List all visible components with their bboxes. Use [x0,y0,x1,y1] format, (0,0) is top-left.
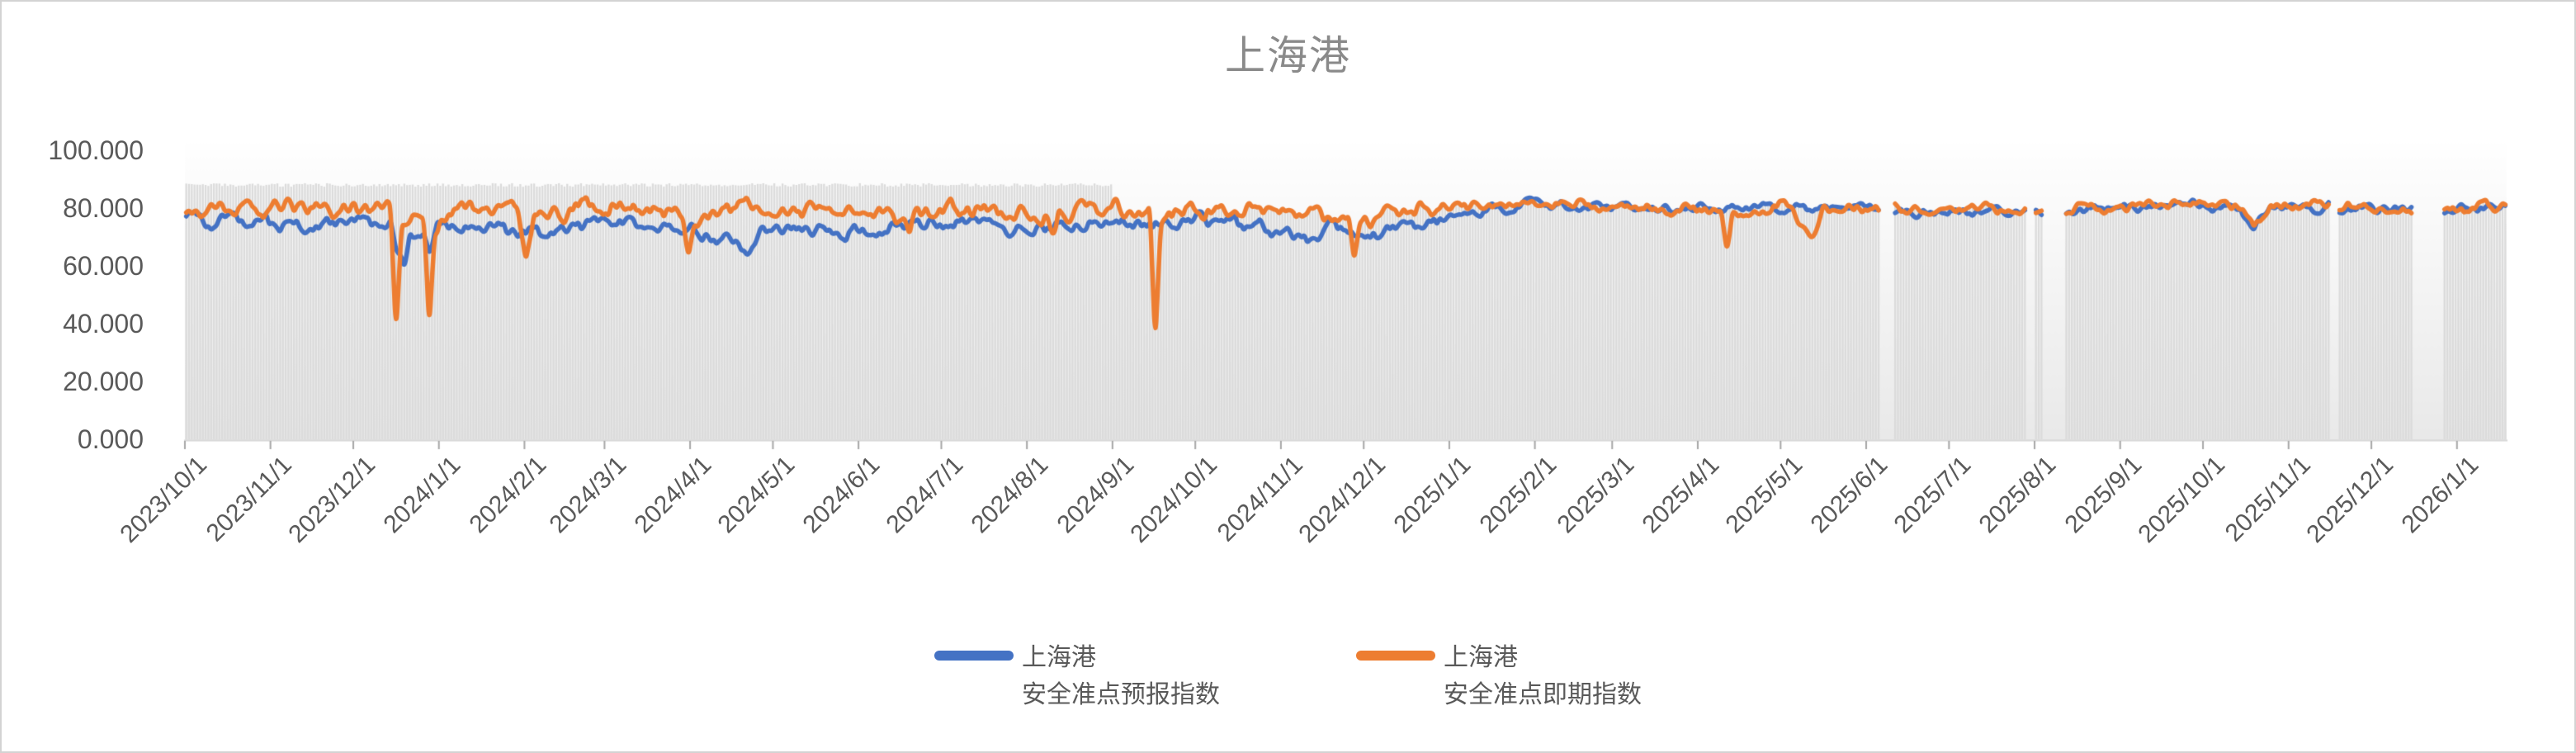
y-axis-tick-label: 100.000 [48,135,144,165]
y-axis-tick-label: 80.000 [63,193,144,223]
legend-label: 上海港 安全准点即期指数 [1444,639,1642,713]
y-axis-tick-label: 60.000 [63,251,144,281]
legend-series-sub: 安全准点预报指数 [1022,681,1220,708]
legend-label: 上海港 安全准点预报指数 [1022,639,1220,713]
legend-series-sub: 安全准点即期指数 [1444,681,1642,708]
legend-series-name: 上海港 [1022,644,1096,671]
chart-legend: 上海港 安全准点预报指数 上海港 安全准点即期指数 [2,639,2574,713]
spot-series-swatch-icon [1356,651,1435,661]
chart-title: 上海港 [1224,34,1351,78]
y-axis: 100.000 80.000 60.000 40.000 20.000 0.00… [2,2,144,751]
forecast-series-swatch-icon [934,651,1014,661]
y-axis-tick-label: 40.000 [63,309,144,339]
legend-item-forecast: 上海港 安全准点预报指数 [934,639,1220,713]
legend-item-spot: 上海港 安全准点即期指数 [1356,639,1642,713]
y-axis-tick-label: 20.000 [63,367,144,396]
y-axis-tick-label: 0.000 [77,424,144,454]
legend-series-name: 上海港 [1444,644,1518,671]
